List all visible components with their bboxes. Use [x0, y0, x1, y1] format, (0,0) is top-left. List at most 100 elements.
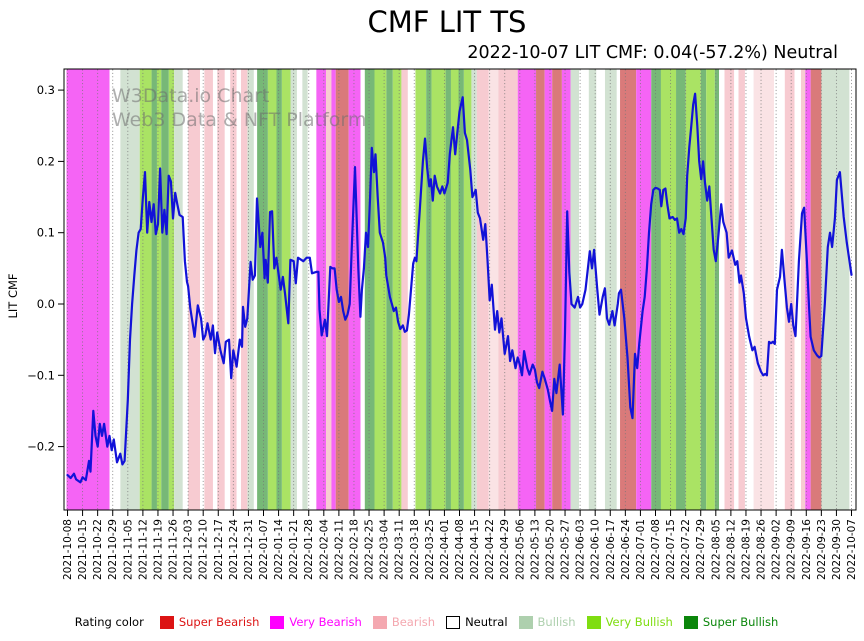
x-tick-label: 2022-07-22 [680, 519, 692, 580]
rating-bands-layer [66, 69, 853, 510]
rating-band-neutral [307, 69, 317, 510]
legend-item-bullish: Bullish [518, 615, 576, 629]
x-tick-label: 2021-11-12 [137, 519, 149, 580]
legend-item-label: Very Bullish [605, 615, 673, 629]
x-tick-label: 2022-07-29 [695, 519, 707, 580]
legend-item-very-bearish: Very Bearish [270, 615, 362, 629]
rating-band-neutral [224, 69, 231, 510]
rating-band-very_bearish [316, 69, 327, 510]
x-tick-label: 2021-12-17 [213, 519, 225, 580]
rating-band-very_bullish [463, 69, 472, 510]
legend-item-super-bearish: Super Bearish [159, 615, 260, 629]
rating-band-very_bearish [636, 69, 652, 510]
chart-title: CMF LIT TS [367, 5, 527, 39]
legend-item-super-bullish: Super Bullish [683, 615, 778, 629]
x-tick-label: 2021-10-29 [107, 519, 119, 580]
x-axis-labels: 2021-10-08 2021-10-15 2021-10-22 2021-10-29… [62, 519, 858, 580]
rating-band-super_bullish [700, 69, 707, 510]
legend-swatch-icon [683, 615, 698, 629]
rating-band-neutral [774, 69, 785, 510]
rating-band-very_bullish [139, 69, 152, 510]
x-tick-label: 2022-06-24 [620, 519, 632, 580]
rating-band-very_bearish [331, 69, 336, 510]
rating-band-bearish [188, 69, 201, 510]
rating-band-bearish [498, 69, 518, 510]
rating-band-super_bullish [676, 69, 686, 510]
y-axis-label: LIT CMF [6, 273, 20, 319]
rating-band-very_bullish [660, 69, 677, 510]
x-tick-label: 2021-10-22 [92, 519, 104, 580]
rating-band-bearish [724, 69, 735, 510]
x-tick-label: 2022-01-21 [288, 519, 300, 580]
rating-legend: Rating color Super Bearish Very Bearish Be… [0, 615, 864, 629]
rating-band-super_bullish [714, 69, 720, 510]
rating-band-super_bearish [552, 69, 562, 510]
legend-item-label: Super Bearish [178, 615, 260, 629]
rating-band-very_bullish [374, 69, 387, 510]
legend-swatch-icon [586, 615, 601, 629]
x-tick-label: 2022-08-19 [740, 519, 752, 580]
rating-band-very_bullish [267, 69, 277, 510]
rating-band-very_bearish [544, 69, 553, 510]
x-tick-label: 2022-07-01 [635, 519, 647, 580]
legend-item-label: Bullish [537, 615, 576, 629]
rating-band-bearish_light [488, 69, 499, 510]
rating-band-bullish [471, 69, 477, 510]
chart-subtitle: 2022-10-07 LIT CMF: 0.04(-57.2%) Neutral [467, 43, 838, 63]
x-tick-label: 2022-05-13 [529, 519, 541, 580]
rating-band-super_bullish [151, 69, 157, 510]
rating-band-bullish [120, 69, 140, 510]
x-tick-label: 2022-01-14 [273, 519, 285, 580]
rating-band-neutral [236, 69, 241, 510]
rating-band-bearish [738, 69, 745, 510]
x-tick-label: 2022-05-06 [514, 519, 526, 580]
x-tick-label: 2022-06-03 [575, 519, 587, 580]
y-axis-labels: 0.3 0.2 0.1 0.0 −0.1 −0.2 [27, 83, 64, 454]
rating-band-very_bearish [517, 69, 537, 510]
rating-band-neutral [182, 69, 189, 510]
rating-band-very_bullish [450, 69, 459, 510]
rating-band-bullish [174, 69, 183, 510]
rating-band-bullish [570, 69, 580, 510]
x-tick-label: 2021-12-10 [198, 519, 210, 580]
rating-band-bearish [230, 69, 237, 510]
x-axis-ticks [67, 510, 852, 516]
rating-band-very_bullish [431, 69, 446, 510]
rating-band-neutral [200, 69, 205, 510]
y-tick-label: 0.2 [37, 154, 55, 168]
x-tick-label: 2022-09-09 [786, 519, 798, 580]
rating-band-bearish [401, 69, 408, 510]
x-tick-label: 2021-12-03 [183, 519, 195, 580]
legend-item-very-bullish: Very Bullish [586, 615, 673, 629]
x-tick-label: 2022-02-04 [318, 519, 330, 580]
y-tick-label: 0.0 [37, 297, 55, 311]
legend-item-label: Very Bearish [289, 615, 362, 629]
x-tick-label: 2022-02-25 [364, 519, 376, 580]
x-tick-label: 2022-02-18 [348, 519, 360, 580]
rating-band-very_bullish [392, 69, 402, 510]
rating-band-bearish [204, 69, 213, 510]
x-tick-label: 2022-03-11 [394, 519, 406, 580]
rating-band-very_bullish [415, 69, 427, 510]
legend-item-label: Neutral [465, 615, 508, 629]
x-tick-label: 2021-11-26 [168, 519, 180, 580]
rating-band-neutral [253, 69, 258, 510]
x-tick-label: 2022-01-28 [303, 519, 315, 580]
legend-swatch-icon [270, 615, 285, 629]
rating-band-very_bullish [281, 69, 291, 510]
legend-swatch-icon [518, 615, 533, 629]
rating-band-super_bullish [364, 69, 375, 510]
x-tick-label: 2022-09-16 [801, 519, 813, 580]
legend-swatch-icon [446, 615, 461, 629]
rating-band-very_bearish [348, 69, 361, 510]
x-tick-label: 2022-09-30 [831, 519, 843, 580]
legend-swatch-icon [159, 615, 174, 629]
x-tick-label: 2022-03-18 [409, 519, 421, 580]
rating-band-bearish [476, 69, 489, 510]
x-tick-label: 2022-09-23 [816, 519, 828, 580]
x-tick-label: 2022-01-07 [258, 519, 270, 580]
rating-band-bearish_light [753, 69, 775, 510]
x-tick-label: 2022-05-27 [560, 519, 572, 580]
rating-band-super_bearish [620, 69, 637, 510]
rating-band-super_bearish [810, 69, 822, 510]
